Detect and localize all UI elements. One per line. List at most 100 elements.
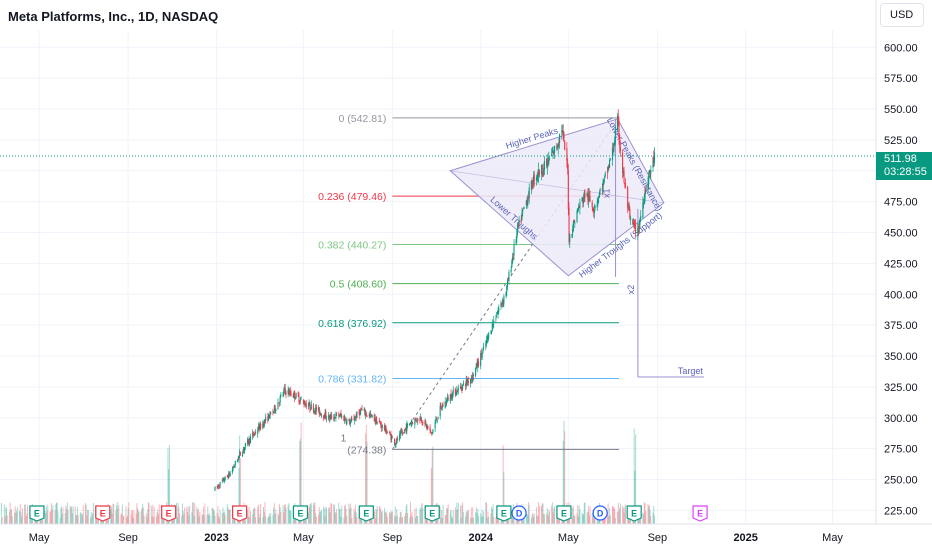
volume-bar <box>325 507 327 524</box>
earnings-marker[interactable]: E <box>556 505 572 522</box>
price-tick-label: 550.00 <box>884 104 918 116</box>
volume-bar <box>273 507 275 524</box>
candle-body <box>558 142 560 144</box>
volume-bar <box>64 513 66 524</box>
volume-bar <box>375 509 377 524</box>
volume-bar <box>604 514 606 524</box>
time-tick-label: May <box>558 532 579 544</box>
volume-bar <box>451 516 453 524</box>
earnings-marker-shape <box>292 505 309 522</box>
volume-bar <box>533 513 535 524</box>
candle-body <box>243 448 245 450</box>
currency-button[interactable]: USD <box>880 3 924 27</box>
candle-body <box>582 199 584 203</box>
earnings-marker[interactable]: E <box>358 505 374 522</box>
volume-bar <box>137 510 139 524</box>
candle-body <box>583 192 585 201</box>
earnings-marker[interactable]: E <box>161 505 177 522</box>
candle-body <box>466 379 468 383</box>
earnings-marker[interactable]: E <box>292 505 309 522</box>
price-tick-label: 275.00 <box>884 444 918 456</box>
volume-bar <box>228 509 230 524</box>
volume-bar <box>202 506 204 524</box>
earnings-marker[interactable]: E <box>496 505 512 522</box>
volume-bar <box>224 514 226 524</box>
candle-body <box>254 432 256 434</box>
volume-bar <box>288 503 290 524</box>
volume-bar <box>450 509 452 524</box>
candle-body <box>517 224 519 231</box>
volume-bar <box>399 517 401 524</box>
earnings-marker[interactable]: E <box>424 505 440 522</box>
volume-bar <box>207 506 209 524</box>
volume-bar <box>199 511 201 524</box>
candle-body <box>369 414 371 416</box>
volume-bar <box>90 512 92 524</box>
earnings-marker[interactable]: E <box>626 505 642 522</box>
volume-bar <box>592 509 594 524</box>
volume-bar <box>625 504 627 524</box>
candle-body <box>289 390 291 394</box>
candle-body <box>573 220 575 223</box>
volume-bar <box>617 502 619 524</box>
candle-body <box>522 207 524 209</box>
volume-bar <box>391 512 393 524</box>
fibonacci-retracement[interactable]: 0 (542.81) 0.236 (479.46) 0.382 (440.27) 0.… <box>318 113 620 457</box>
volume-bar <box>471 517 473 524</box>
candle-body <box>264 419 266 422</box>
candle-body <box>562 130 564 135</box>
candle-body <box>604 173 606 176</box>
candle-body <box>497 310 499 315</box>
volume-bar <box>542 503 544 524</box>
candle-body <box>303 402 305 406</box>
candle-body <box>596 201 598 208</box>
candle-body <box>328 415 330 420</box>
candle-body <box>467 380 469 383</box>
candle-body <box>495 318 497 320</box>
candle-body <box>506 280 509 287</box>
candle-body <box>390 434 392 441</box>
earnings-marker[interactable]: E <box>29 505 45 522</box>
candle-body <box>432 429 434 434</box>
volume-bar <box>278 504 280 524</box>
chart-title: Meta Platforms, Inc., 1D, NASDAQ <box>8 9 219 24</box>
volume-bar <box>57 511 59 524</box>
volume-bar <box>138 512 140 524</box>
volume-bar <box>394 515 396 524</box>
diamond-pattern[interactable]: Higher Peaks Lower Peaks (Resistance)Lowe… <box>449 116 704 378</box>
candle-body <box>471 378 473 381</box>
volume-bar <box>586 512 588 524</box>
dividend-marker[interactable]: D <box>592 505 608 521</box>
earnings-marker[interactable]: E <box>95 505 111 522</box>
candle-body <box>472 373 474 382</box>
volume-bar <box>526 514 528 524</box>
volume-bar <box>538 502 540 524</box>
candle-body <box>272 411 274 413</box>
volume-bar <box>269 516 271 524</box>
volume-bar <box>70 507 72 524</box>
candle-body <box>597 199 599 203</box>
last-price-tag: 511.98 03:28:55 <box>876 152 932 180</box>
dividend-marker[interactable]: D <box>511 505 527 521</box>
volume-bar <box>56 502 58 524</box>
volume-bar <box>272 514 274 524</box>
volume-bar <box>340 516 342 524</box>
volume-bar <box>181 515 183 524</box>
earnings-marker[interactable]: E <box>232 505 248 522</box>
volume-bar <box>404 513 406 524</box>
volume-bar <box>217 505 219 524</box>
price-tick-label: 350.00 <box>884 351 918 363</box>
candle-body <box>346 419 348 425</box>
candle-body <box>485 343 487 347</box>
candle-body <box>634 223 636 225</box>
volume-bar <box>420 509 422 524</box>
earnings-marker[interactable]: E <box>692 505 708 522</box>
candle-body <box>619 146 621 152</box>
pattern-diamond[interactable] <box>449 118 665 277</box>
candle-body <box>574 222 576 224</box>
candle-body <box>533 174 535 182</box>
volume-bar <box>624 506 626 524</box>
